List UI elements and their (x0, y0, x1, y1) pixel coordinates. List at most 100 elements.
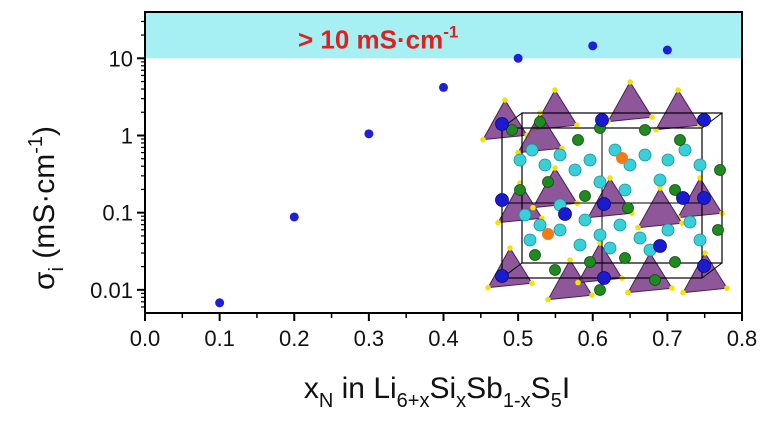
iodine-atom (495, 269, 509, 283)
green-site-atom (506, 124, 518, 136)
iodine-atom (558, 207, 572, 221)
sulfur-atom (635, 224, 641, 231)
tetrahedron-shape (655, 89, 701, 131)
sulfur-atom (702, 250, 708, 256)
green-site-atom (649, 274, 661, 286)
iodine-atom (495, 117, 509, 131)
green-site-atom (542, 176, 554, 188)
y-axis-ticks: 0.01 0.1 1 10 (90, 20, 145, 308)
band-label: > 10 mS·cm-1 (298, 22, 458, 54)
y-tick-label: 1 (121, 123, 133, 148)
data-point (662, 45, 672, 55)
lithium-atom (533, 218, 547, 232)
sulfur-atom (724, 285, 730, 292)
green-site-atom (579, 190, 591, 202)
x-tick-label: 0.5 (503, 326, 534, 351)
tetrahedron-shape (487, 247, 533, 289)
data-points (215, 41, 672, 308)
lithium-atom (693, 158, 707, 172)
sulfur-atom (575, 279, 581, 286)
iodine-atom (495, 193, 509, 207)
y-tick-label: 0.1 (102, 201, 133, 226)
data-point (289, 212, 299, 222)
lithium-atom (593, 175, 607, 189)
tetrahedron-shape (637, 187, 683, 229)
x-axis-ticks: 0.0 0.1 0.2 0.3 0.4 0.5 0.6 0.7 0.8 (130, 313, 758, 351)
data-point (513, 53, 523, 63)
sulfur-atom (507, 245, 513, 251)
y-tick-label: 10 (109, 46, 133, 71)
sulfur-atom (495, 219, 501, 226)
lithium-atom (553, 223, 567, 237)
x-tick-label: 0.2 (279, 326, 310, 351)
x-axis-title: xN in Li6+xSixSb1-xS5I (304, 372, 570, 412)
green-site-atom (572, 134, 584, 146)
sulfur-atom (485, 284, 491, 291)
lithium-atom (523, 233, 537, 247)
green-site-atom (712, 224, 724, 236)
lithium-atom (578, 213, 592, 227)
x-tick-label: 0.0 (130, 326, 161, 351)
tetrahedron-shape (607, 81, 653, 123)
lithium-atom (618, 183, 632, 197)
lithium-atom (518, 208, 532, 222)
sulfur-atom (574, 122, 580, 128)
x-tick-label: 0.8 (727, 326, 758, 351)
iodine-atom (697, 191, 711, 205)
green-site-atom (622, 202, 634, 214)
green-site-atom (594, 284, 606, 296)
data-point (364, 129, 374, 139)
sulfur-atom (627, 79, 633, 85)
sulfur-atom (530, 204, 536, 211)
lithium-atom (525, 143, 539, 157)
y-tick-label: 0.01 (90, 278, 133, 303)
y-axis-title: σi (mS·cm-1) (25, 126, 68, 290)
unit-cell-edge (701, 262, 723, 279)
lithium-atom (538, 158, 552, 172)
green-site-atom (584, 256, 596, 268)
tetrahedron-shape (517, 112, 563, 154)
sulfur-atom (567, 257, 573, 263)
x-tick-label: 0.7 (652, 326, 683, 351)
lithium-atom (661, 223, 675, 237)
sulfur-atom (657, 185, 663, 191)
tetrahedron-shape (627, 252, 673, 294)
green-site-atom (669, 184, 681, 196)
green-site-atom (674, 134, 686, 146)
lithium-atom (653, 173, 667, 187)
data-point (439, 82, 448, 92)
sulfur-atom (589, 292, 595, 299)
lithium-atom (661, 153, 675, 167)
sulfur-atom (680, 289, 686, 296)
crystal-structure-inset (480, 79, 730, 303)
lithium-atom (613, 218, 627, 232)
lithium-atom (593, 228, 607, 242)
iodine-atom (595, 113, 609, 127)
sulfur-atom (502, 97, 508, 103)
lithium-atom (568, 163, 582, 177)
sulfur-atom (675, 87, 681, 93)
sulfur-atom (545, 296, 551, 303)
lithium-atom (573, 238, 587, 252)
lithium-atom (638, 148, 652, 162)
lithium-atom (553, 148, 567, 162)
sulfur-atom (529, 280, 535, 287)
sulfur-atom (552, 87, 558, 93)
sulfur-atom (625, 289, 631, 296)
green-site-atom (714, 164, 726, 176)
lithium-atom (583, 153, 597, 167)
highlight-band (145, 12, 742, 59)
green-site-atom (529, 249, 541, 261)
orange-site-atom (616, 152, 628, 164)
sulfur-atom (607, 175, 613, 181)
green-site-atom (534, 116, 546, 128)
green-site-atom (619, 252, 631, 264)
lithium-atom (678, 143, 692, 157)
lithium-atom (693, 233, 707, 247)
x-tick-label: 0.6 (577, 326, 608, 351)
x-tick-label: 0.1 (204, 326, 235, 351)
x-tick-label: 0.3 (354, 326, 385, 351)
sulfur-atom (597, 240, 603, 246)
green-site-atom (639, 124, 651, 136)
